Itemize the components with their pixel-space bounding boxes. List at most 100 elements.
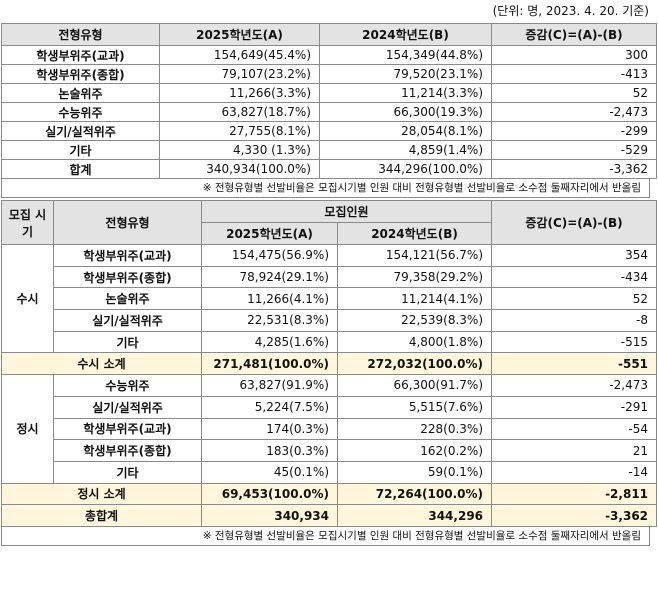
- subtotal-row: 수시 소계 271,481(100.0%) 272,032(100.0%) -551: [1, 352, 658, 376]
- table-cell: 154,349(44.8%): [319, 45, 492, 65]
- table-cell: 정시 소계: [1, 482, 202, 506]
- table-cell: 154,121(56.7%): [336, 244, 493, 267]
- table-row: 논술위주 11,266(4.1%) 11,214(4.1%) 52: [2, 287, 658, 311]
- period-cell: 수시: [1, 243, 54, 354]
- table-row: 논술위주 11,266(3.3%) 11,214(3.3%) 52: [1, 83, 657, 103]
- table-cell: -8: [491, 309, 658, 332]
- table-cell: 154,649(45.4%): [159, 45, 320, 65]
- table-cell: 기타: [53, 330, 202, 354]
- table-cell: 63,827(91.9%): [201, 374, 338, 397]
- table-cell: 학생부위주(교과): [53, 244, 202, 267]
- table-row: 기타 4,330 (1.3%) 4,859(1.4%) -529: [1, 140, 657, 160]
- table-cell: 340,934(100.0%): [159, 159, 320, 179]
- header-cell: 증감(C)=(A)-(B): [491, 200, 658, 245]
- header-cell: 모집인원: [200, 200, 493, 223]
- table-cell: 154,475(56.9%): [201, 244, 338, 267]
- table-cell: 학생부위주(종합): [53, 265, 202, 289]
- table-cell: 수능위주: [53, 374, 202, 397]
- table-cell: 학생부위주(종합): [1, 64, 160, 84]
- table-row: 실기/실적위주 22,531(8.3%) 22,539(8.3%) -8: [2, 309, 658, 332]
- table-cell: 4,285(1.6%): [201, 330, 338, 354]
- table-cell: 228(0.3%): [336, 417, 493, 441]
- header-cell: 모집 시기: [1, 200, 54, 245]
- header-row: 2025학년도(A) 2024학년도(B): [2, 222, 657, 245]
- table-cell: 66,300(19.3%): [319, 102, 492, 122]
- table-cell: 78,924(29.1%): [201, 265, 338, 289]
- table-cell: 63,827(18.7%): [159, 102, 320, 122]
- table-cell: 11,214(3.3%): [319, 83, 492, 103]
- table-cell: 수시 소계: [1, 352, 202, 376]
- detail-table: 모집 시기 전형유형 모집인원 증감(C)=(A)-(B) 2025학년도(A)…: [1, 200, 658, 527]
- header-cell: 전형유형: [53, 200, 202, 245]
- table-cell: 4,330 (1.3%): [159, 140, 320, 160]
- table-cell: 354: [491, 244, 658, 267]
- table-row: 실기/실적위주 5,224(7.5%) 5,515(7.6%) -291: [2, 395, 658, 419]
- table-cell: 59(0.1%): [336, 460, 493, 484]
- table-cell: 272,032(100.0%): [336, 352, 493, 376]
- table-cell: 실기/실적위주: [53, 309, 202, 332]
- table-cell: 논술위주: [53, 287, 202, 311]
- table-cell: 162(0.2%): [336, 439, 493, 462]
- table-cell: 기타: [1, 140, 160, 160]
- table-cell: 344,296(100.0%): [319, 159, 492, 179]
- table-cell: 합계: [1, 159, 160, 179]
- table-cell: 183(0.3%): [201, 439, 338, 462]
- table-row: 학생부위주(종합) 79,107(23.2%) 79,520(23.1%) -413: [1, 64, 657, 84]
- subtotal-row: 정시 소계 69,453(100.0%) 72,264(100.0%) -2,811: [1, 482, 658, 506]
- table-cell: 66,300(91.7%): [336, 374, 493, 397]
- table-cell: 79,520(23.1%): [319, 64, 492, 84]
- table-cell: 논술위주: [1, 83, 160, 103]
- table-row: 기타 45(0.1%) 59(0.1%) -14: [2, 460, 658, 484]
- table-cell: 79,358(29.2%): [336, 265, 493, 289]
- table-cell: 79,107(23.2%): [159, 64, 320, 84]
- table-cell: -434: [491, 265, 658, 289]
- table-cell: 총합계: [1, 504, 202, 527]
- table-cell: 27,755(8.1%): [159, 121, 320, 141]
- table-cell: 174(0.3%): [201, 417, 338, 441]
- table-cell: 22,539(8.3%): [336, 309, 493, 332]
- unit-note: (단위: 명, 2023. 4. 20. 기준): [492, 4, 649, 18]
- table-cell: 학생부위주(교과): [1, 45, 160, 65]
- table-cell: 52: [491, 83, 657, 103]
- table-cell: 11,266(4.1%): [201, 287, 338, 311]
- table-cell: -2,473: [491, 102, 657, 122]
- table-row: 실기/실적위주 27,755(8.1%) 28,054(8.1%) -299: [1, 121, 657, 141]
- table-cell: -14: [491, 460, 658, 484]
- table-row: 정시 수능위주 63,827(91.9%) 66,300(91.7%) -2,473: [1, 374, 658, 484]
- table-cell: -54: [491, 417, 658, 441]
- table-cell: 수능위주: [1, 102, 160, 122]
- table-cell: 4,859(1.4%): [319, 140, 492, 160]
- table-cell: 11,266(3.3%): [159, 83, 320, 103]
- table-cell: 28,054(8.1%): [319, 121, 492, 141]
- page: (단위: 명, 2023. 4. 20. 기준) 전형유형 2025학년도(A) 2…: [1, 4, 658, 546]
- header-cell: 2025학년도(A): [159, 23, 320, 46]
- header-cell: 2024학년도(B): [336, 222, 493, 245]
- table-cell: 300: [491, 45, 657, 65]
- table-cell: -551: [491, 352, 658, 376]
- table-cell: 실기/실적위주: [1, 121, 160, 141]
- footnote: ※ 전형유형별 선발비율은 모집시기별 인원 대비 전형유형별 선발비율로 소수…: [1, 179, 650, 198]
- table-cell: -299: [491, 121, 657, 141]
- table-cell: 4,800(1.8%): [336, 330, 493, 354]
- table-cell: 21: [491, 439, 658, 462]
- table-cell: -291: [491, 395, 658, 419]
- table-cell: 11,214(4.1%): [336, 287, 493, 311]
- table-row: 합계 340,934(100.0%) 344,296(100.0%) -3,362: [1, 159, 657, 179]
- table-cell: 5,515(7.6%): [336, 395, 493, 419]
- table-row: 학생부위주(종합) 78,924(29.1%) 79,358(29.2%) -434: [2, 265, 658, 289]
- header-cell: 2024학년도(B): [319, 23, 492, 46]
- table-row: 학생부위주(종합) 183(0.3%) 162(0.2%) 21: [2, 439, 658, 462]
- table-cell: 344,296: [336, 504, 493, 527]
- table-cell: -3,362: [491, 159, 657, 179]
- table-cell: 학생부위주(교과): [53, 417, 202, 441]
- table-cell: -3,362: [491, 504, 658, 527]
- table-cell: -515: [491, 330, 658, 354]
- table-row: 수능위주 63,827(18.7%) 66,300(19.3%) -2,473: [1, 102, 657, 122]
- table-row: 학생부위주(교과) 174(0.3%) 228(0.3%) -54: [2, 417, 658, 441]
- table-cell: -529: [491, 140, 657, 160]
- table-cell: 45(0.1%): [201, 460, 338, 484]
- header-row: 모집 시기 전형유형 모집인원 증감(C)=(A)-(B): [1, 200, 658, 245]
- table-row: 수시 학생부위주(교과) 154,475(56.9%) 154,121(56.7%) 3…: [1, 243, 658, 354]
- table-cell: 학생부위주(종합): [53, 439, 202, 462]
- table-cell: 69,453(100.0%): [201, 482, 338, 506]
